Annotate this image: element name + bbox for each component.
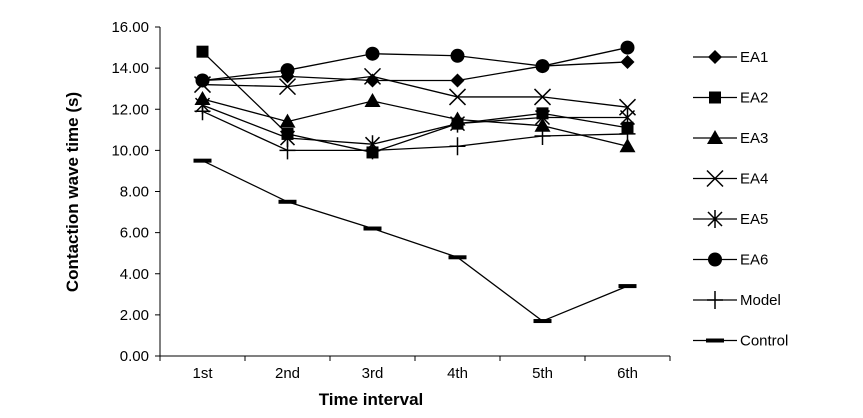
data-point-model [449, 137, 466, 156]
y-tick-label: 6.00 [120, 225, 149, 242]
data-point-ea5 [619, 108, 636, 127]
y-tick-label: 4.00 [120, 266, 149, 283]
data-point-ea4 [533, 88, 552, 106]
data-point-control [278, 199, 297, 204]
data-point-model [194, 102, 211, 121]
legend-item-ea6: EA6 [693, 252, 768, 269]
y-tick-label: 0.00 [120, 348, 149, 365]
legend-label: EA2 [740, 90, 768, 107]
legend-item-ea3: EA3 [693, 130, 768, 147]
series-line-ea2 [202, 51, 628, 154]
series-line-ea3 [202, 98, 628, 147]
legend-item-ea1: EA1 [693, 49, 768, 66]
legend-marker-ea3 [707, 130, 723, 144]
legend-label: EA1 [740, 49, 768, 66]
y-tick-label: 10.00 [111, 142, 149, 159]
x-tick-label: 1st [192, 365, 213, 382]
data-point-ea1 [365, 73, 380, 88]
legend: EA1 EA2 EA3 EA4 EA5 EA6 Model Control [693, 49, 788, 350]
data-point-ea3 [279, 113, 296, 128]
data-point-ea6 [365, 46, 380, 61]
series-line-ea4 [202, 75, 628, 108]
x-tick-label: 4th [447, 365, 468, 382]
legend-marker-model [707, 291, 723, 309]
data-point-control [363, 226, 382, 231]
legend-marker-ea2 [709, 91, 721, 104]
series-line-model [202, 110, 628, 152]
x-tick-label: 5th [532, 365, 553, 382]
legend-marker-ea4 [706, 169, 724, 188]
legend-marker-ea6 [708, 252, 722, 267]
data-point-ea4 [363, 67, 382, 85]
y-tick-label: 14.00 [111, 60, 149, 77]
legend-label: Control [740, 333, 788, 350]
data-point-control [533, 319, 552, 324]
series-line-ea5 [202, 104, 628, 145]
data-point-ea3 [364, 93, 381, 108]
legend-item-ea5: EA5 [693, 210, 768, 228]
y-tick-label: 16.00 [111, 19, 149, 36]
series-line-control [202, 160, 628, 322]
data-point-model [619, 124, 636, 143]
y-tick-label: 8.00 [120, 184, 149, 201]
data-point-ea5 [534, 108, 551, 127]
data-point-ea2 [196, 45, 209, 58]
legend-marker-ea1 [708, 50, 722, 64]
y-axis-title: Contaction wave time (s) [63, 92, 82, 292]
legend-label: EA6 [740, 252, 768, 269]
data-point-ea6 [195, 73, 210, 88]
legend-item-control: Control [693, 333, 788, 350]
data-point-ea6 [535, 59, 550, 74]
x-tick-labels: 1st 2nd 3rd 4th 5th 6th [159, 356, 671, 382]
legend-marker-control [706, 338, 724, 343]
y-tick-labels: 0.00 2.00 4.00 6.00 8.00 10.00 12.00 14.00 16.00 [111, 19, 160, 365]
legend-label: Model [740, 292, 781, 309]
data-point-ea4 [278, 78, 297, 96]
data-point-ea1 [620, 54, 635, 69]
data-point-ea6 [450, 48, 465, 63]
data-point-ea4 [448, 88, 467, 106]
legend-label: EA3 [740, 130, 768, 147]
series-line-ea6 [202, 46, 628, 82]
legend-label: EA5 [740, 211, 768, 228]
legend-item-ea2: EA2 [693, 90, 768, 107]
legend-label: EA4 [740, 171, 768, 188]
x-tick-label: 3rd [362, 365, 384, 382]
data-point-model [279, 141, 296, 160]
series-line-ea1 [202, 61, 628, 82]
data-point-control [448, 255, 467, 260]
x-tick-label: 6th [617, 365, 638, 382]
y-tick-label: 2.00 [120, 307, 149, 324]
data-point-ea6 [620, 40, 635, 55]
data-point-control [618, 284, 637, 289]
legend-item-model: Model [693, 291, 781, 309]
data-point-model [364, 141, 381, 160]
x-tick-label: 2nd [275, 365, 300, 382]
x-axis-title: Time interval [319, 390, 424, 409]
data-point-ea5 [449, 114, 466, 133]
legend-marker-ea5 [707, 210, 723, 228]
series-lines [202, 46, 628, 322]
data-point-ea1 [450, 73, 465, 88]
data-point-model [534, 126, 551, 145]
data-point-ea6 [280, 63, 295, 78]
data-point-control [193, 158, 212, 163]
legend-item-ea4: EA4 [693, 169, 768, 188]
series-markers [193, 40, 637, 324]
data-point-ea3 [619, 138, 636, 153]
y-tick-label: 12.00 [111, 101, 149, 118]
